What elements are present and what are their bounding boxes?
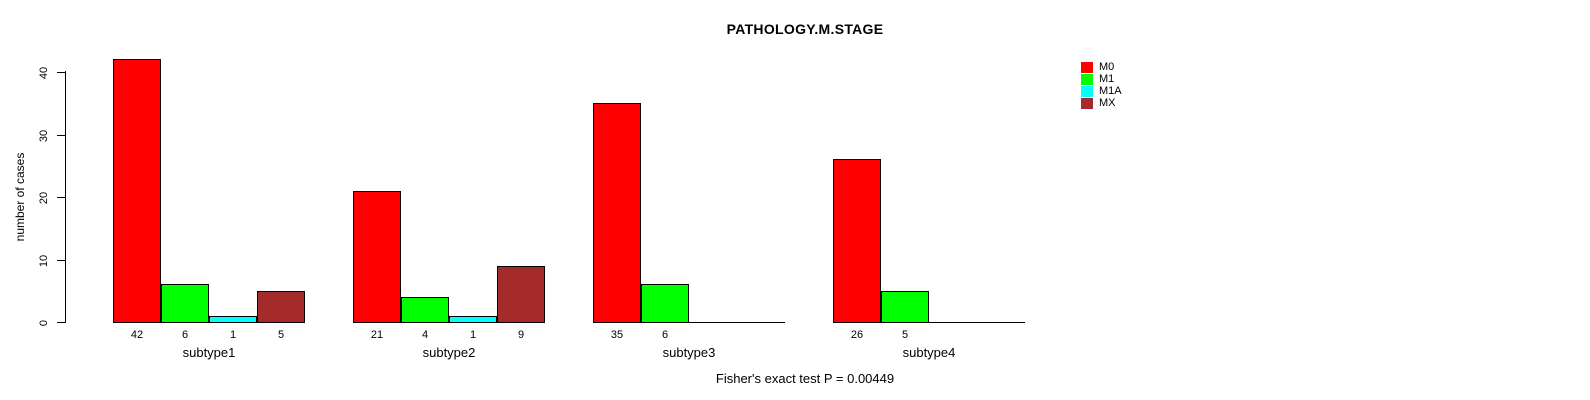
- zero-bar-line: [689, 322, 737, 323]
- y-tick-label: 40: [38, 66, 50, 79]
- bar-m0-subtype1: [113, 59, 161, 323]
- group-label-subtype1: subtype1: [182, 345, 236, 360]
- group-label-subtype2: subtype2: [422, 345, 476, 360]
- bar-m0-subtype3: [593, 103, 641, 323]
- legend: M0 M1 M1A MX: [1081, 61, 1122, 109]
- bar-value-label: 21: [370, 329, 384, 341]
- bar-value-label: 5: [901, 329, 909, 341]
- bar-m1a-subtype2: [449, 316, 497, 323]
- bar-m1a-subtype1: [209, 316, 257, 323]
- chart-title: PATHOLOGY.M.STAGE: [726, 21, 884, 37]
- group-label-subtype4: subtype4: [902, 345, 956, 360]
- bar-m1-subtype3: [641, 284, 689, 323]
- group-label-subtype3: subtype3: [662, 345, 716, 360]
- bar-m0-subtype2: [353, 191, 401, 323]
- y-tick-label: 10: [38, 254, 50, 267]
- bar-value-label: 9: [517, 329, 525, 341]
- legend-item-mx: MX: [1081, 97, 1122, 109]
- bar-mx-subtype2: [497, 266, 545, 323]
- legend-swatch-icon: [1081, 97, 1093, 109]
- zero-bar-line: [977, 322, 1025, 323]
- legend-swatch-icon: [1081, 61, 1093, 73]
- bar-mx-subtype1: [257, 291, 305, 323]
- statistical-test-annotation: Fisher's exact test P = 0.00449: [715, 371, 895, 386]
- bar-value-label: 5: [277, 329, 285, 341]
- bar-m0-subtype4: [833, 159, 881, 323]
- bar-value-label: 4: [421, 329, 429, 341]
- bar-value-label: 1: [229, 329, 237, 341]
- y-tick-mark: [57, 260, 65, 261]
- y-tick-mark: [57, 197, 65, 198]
- y-tick-mark: [57, 322, 65, 323]
- bar-m1-subtype2: [401, 297, 449, 323]
- y-tick-label: 0: [38, 319, 50, 326]
- bar-value-label: 6: [661, 329, 669, 341]
- legend-swatch-icon: [1081, 73, 1093, 85]
- legend-label: M1: [1099, 73, 1115, 85]
- bar-value-label: 42: [130, 329, 144, 341]
- y-axis-line: [65, 71, 66, 323]
- y-tick-mark: [57, 72, 65, 73]
- bar-value-label: 1: [469, 329, 477, 341]
- legend-item-m1: M1: [1081, 73, 1122, 85]
- legend-label: M0: [1099, 61, 1115, 73]
- legend-item-m0: M0: [1081, 61, 1122, 73]
- legend-label: MX: [1099, 97, 1116, 109]
- legend-swatch-icon: [1081, 85, 1093, 97]
- bar-m1-subtype1: [161, 284, 209, 323]
- zero-bar-line: [929, 322, 977, 323]
- bar-value-label: 6: [181, 329, 189, 341]
- legend-label: M1A: [1099, 85, 1122, 97]
- legend-item-m1a: M1A: [1081, 85, 1122, 97]
- bar-value-label: 35: [610, 329, 624, 341]
- y-tick-label: 20: [38, 191, 50, 204]
- y-tick-label: 30: [38, 129, 50, 142]
- zero-bar-line: [737, 322, 785, 323]
- bar-value-label: 26: [850, 329, 864, 341]
- bar-m1-subtype4: [881, 291, 929, 323]
- y-tick-mark: [57, 135, 65, 136]
- y-axis-title: number of cases: [13, 152, 27, 242]
